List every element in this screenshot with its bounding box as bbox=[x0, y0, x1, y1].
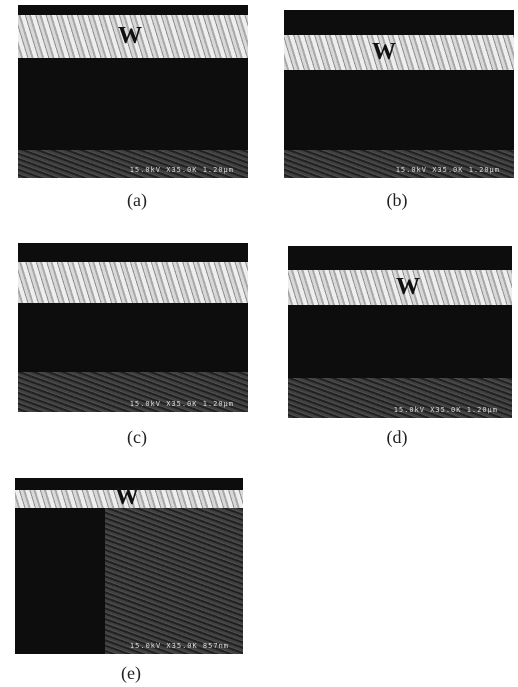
micrograph: W 15.0kV X35.0K 1.20μm bbox=[288, 246, 512, 418]
substrate-layer bbox=[105, 508, 243, 654]
scale-text: 15.0kV X35.0K 1.20μm bbox=[394, 406, 498, 414]
panel-label: (c) bbox=[127, 427, 147, 448]
panel-label: (e) bbox=[121, 663, 141, 684]
panel-label: (d) bbox=[387, 427, 408, 448]
scale-text: 15.0kV X35.0K 1.20μm bbox=[130, 166, 234, 174]
panel-label: (a) bbox=[127, 190, 147, 211]
micrograph: W 15.0kV X35.0K 1.20μm bbox=[18, 5, 248, 178]
material-label: W bbox=[396, 274, 420, 301]
panel-label: (b) bbox=[387, 190, 408, 211]
film-layer bbox=[284, 35, 514, 70]
micrograph: 15.0kV X35.0K 1.20μm bbox=[18, 243, 248, 412]
material-label: W bbox=[118, 23, 142, 50]
scale-text: 15.0kV X35.0K 857nm bbox=[130, 642, 229, 650]
film-layer bbox=[18, 262, 248, 303]
scale-text: 15.0kV X35.0K 1.20μm bbox=[396, 166, 500, 174]
micrograph: W 15.0kV X35.0K 1.20μm bbox=[284, 10, 514, 178]
micrograph: W 15.0kV X35.0K 857nm bbox=[15, 478, 243, 654]
material-label: W bbox=[115, 484, 139, 511]
scale-text: 15.0kV X35.0K 1.20μm bbox=[130, 400, 234, 408]
material-label: W bbox=[372, 39, 396, 66]
figure: W 15.0kV X35.0K 1.20μm (a) W 15.0kV X35.0K 1… bbox=[0, 0, 518, 687]
